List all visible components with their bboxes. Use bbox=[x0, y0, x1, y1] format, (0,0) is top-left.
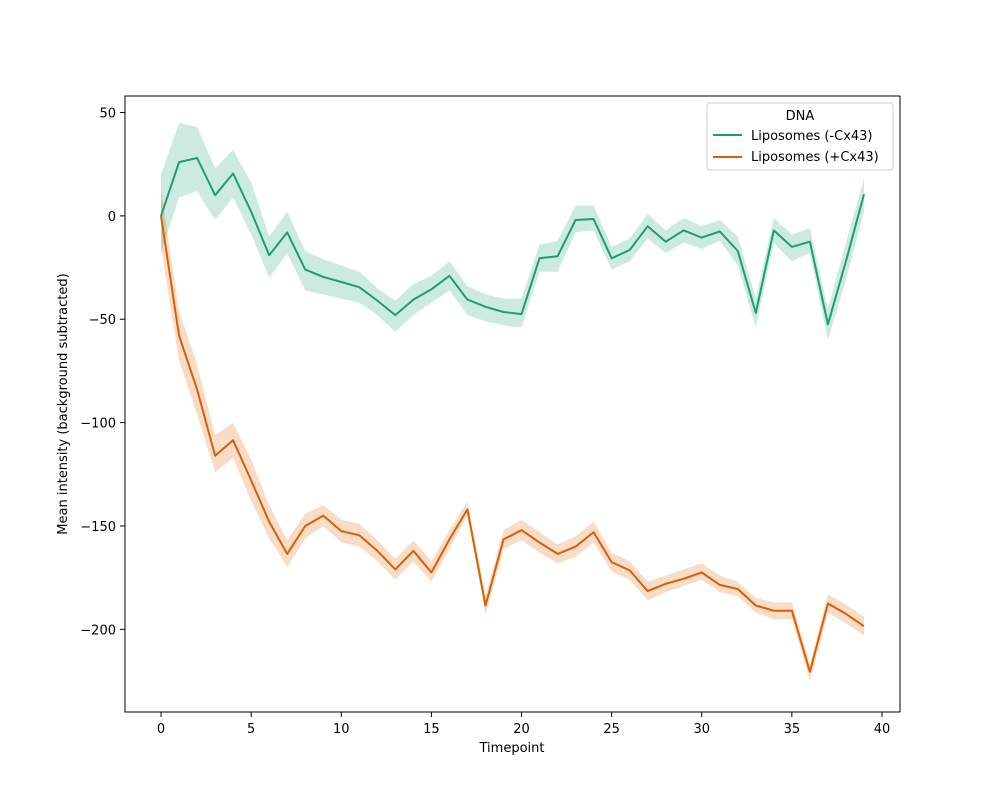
x-tick-label: 35 bbox=[784, 722, 801, 737]
x-tick-label: 0 bbox=[157, 722, 165, 737]
x-tick-label: 25 bbox=[603, 722, 620, 737]
x-axis-label: Timepoint bbox=[479, 741, 545, 756]
x-tick-label: 15 bbox=[423, 722, 440, 737]
legend-label-liposomes-minus-cx43: Liposomes (-Cx43) bbox=[751, 129, 873, 144]
series-line-liposomes-cx43 bbox=[160, 157, 865, 326]
x-tick-label: 10 bbox=[333, 722, 350, 737]
plot-frame bbox=[124, 95, 901, 713]
y-axis: 50 0 −50 −100 −150 −200 bbox=[80, 107, 125, 638]
x-tick-label: 20 bbox=[513, 722, 530, 737]
legend-label-liposomes-plus-cx43: Liposomes (+Cx43) bbox=[751, 150, 879, 165]
x-axis: 0 5 10 15 20 25 30 35 40 bbox=[157, 712, 890, 737]
x-tick-label: 40 bbox=[874, 722, 891, 737]
y-tick-label: −150 bbox=[80, 520, 116, 535]
y-tick-label: −50 bbox=[89, 313, 116, 328]
series-line-liposomes-cx43 bbox=[160, 215, 865, 673]
legend-box bbox=[706, 102, 894, 171]
confidence-bands bbox=[161, 122, 864, 681]
series-lines bbox=[160, 157, 865, 673]
x-tick-label: 5 bbox=[247, 722, 255, 737]
y-tick-label: 0 bbox=[108, 210, 116, 225]
y-tick-label: −200 bbox=[80, 623, 116, 638]
x-tick-label: 30 bbox=[693, 722, 710, 737]
y-axis-label: Mean intensity (background subtracted) bbox=[56, 273, 71, 534]
legend-title: DNA bbox=[786, 109, 815, 124]
y-tick-label: −100 bbox=[80, 417, 116, 432]
y-tick-label: 50 bbox=[99, 107, 116, 122]
band-liposomes-cx43 bbox=[161, 122, 864, 340]
legend: DNA Liposomes (-Cx43) Liposomes (+Cx43) bbox=[706, 102, 894, 171]
